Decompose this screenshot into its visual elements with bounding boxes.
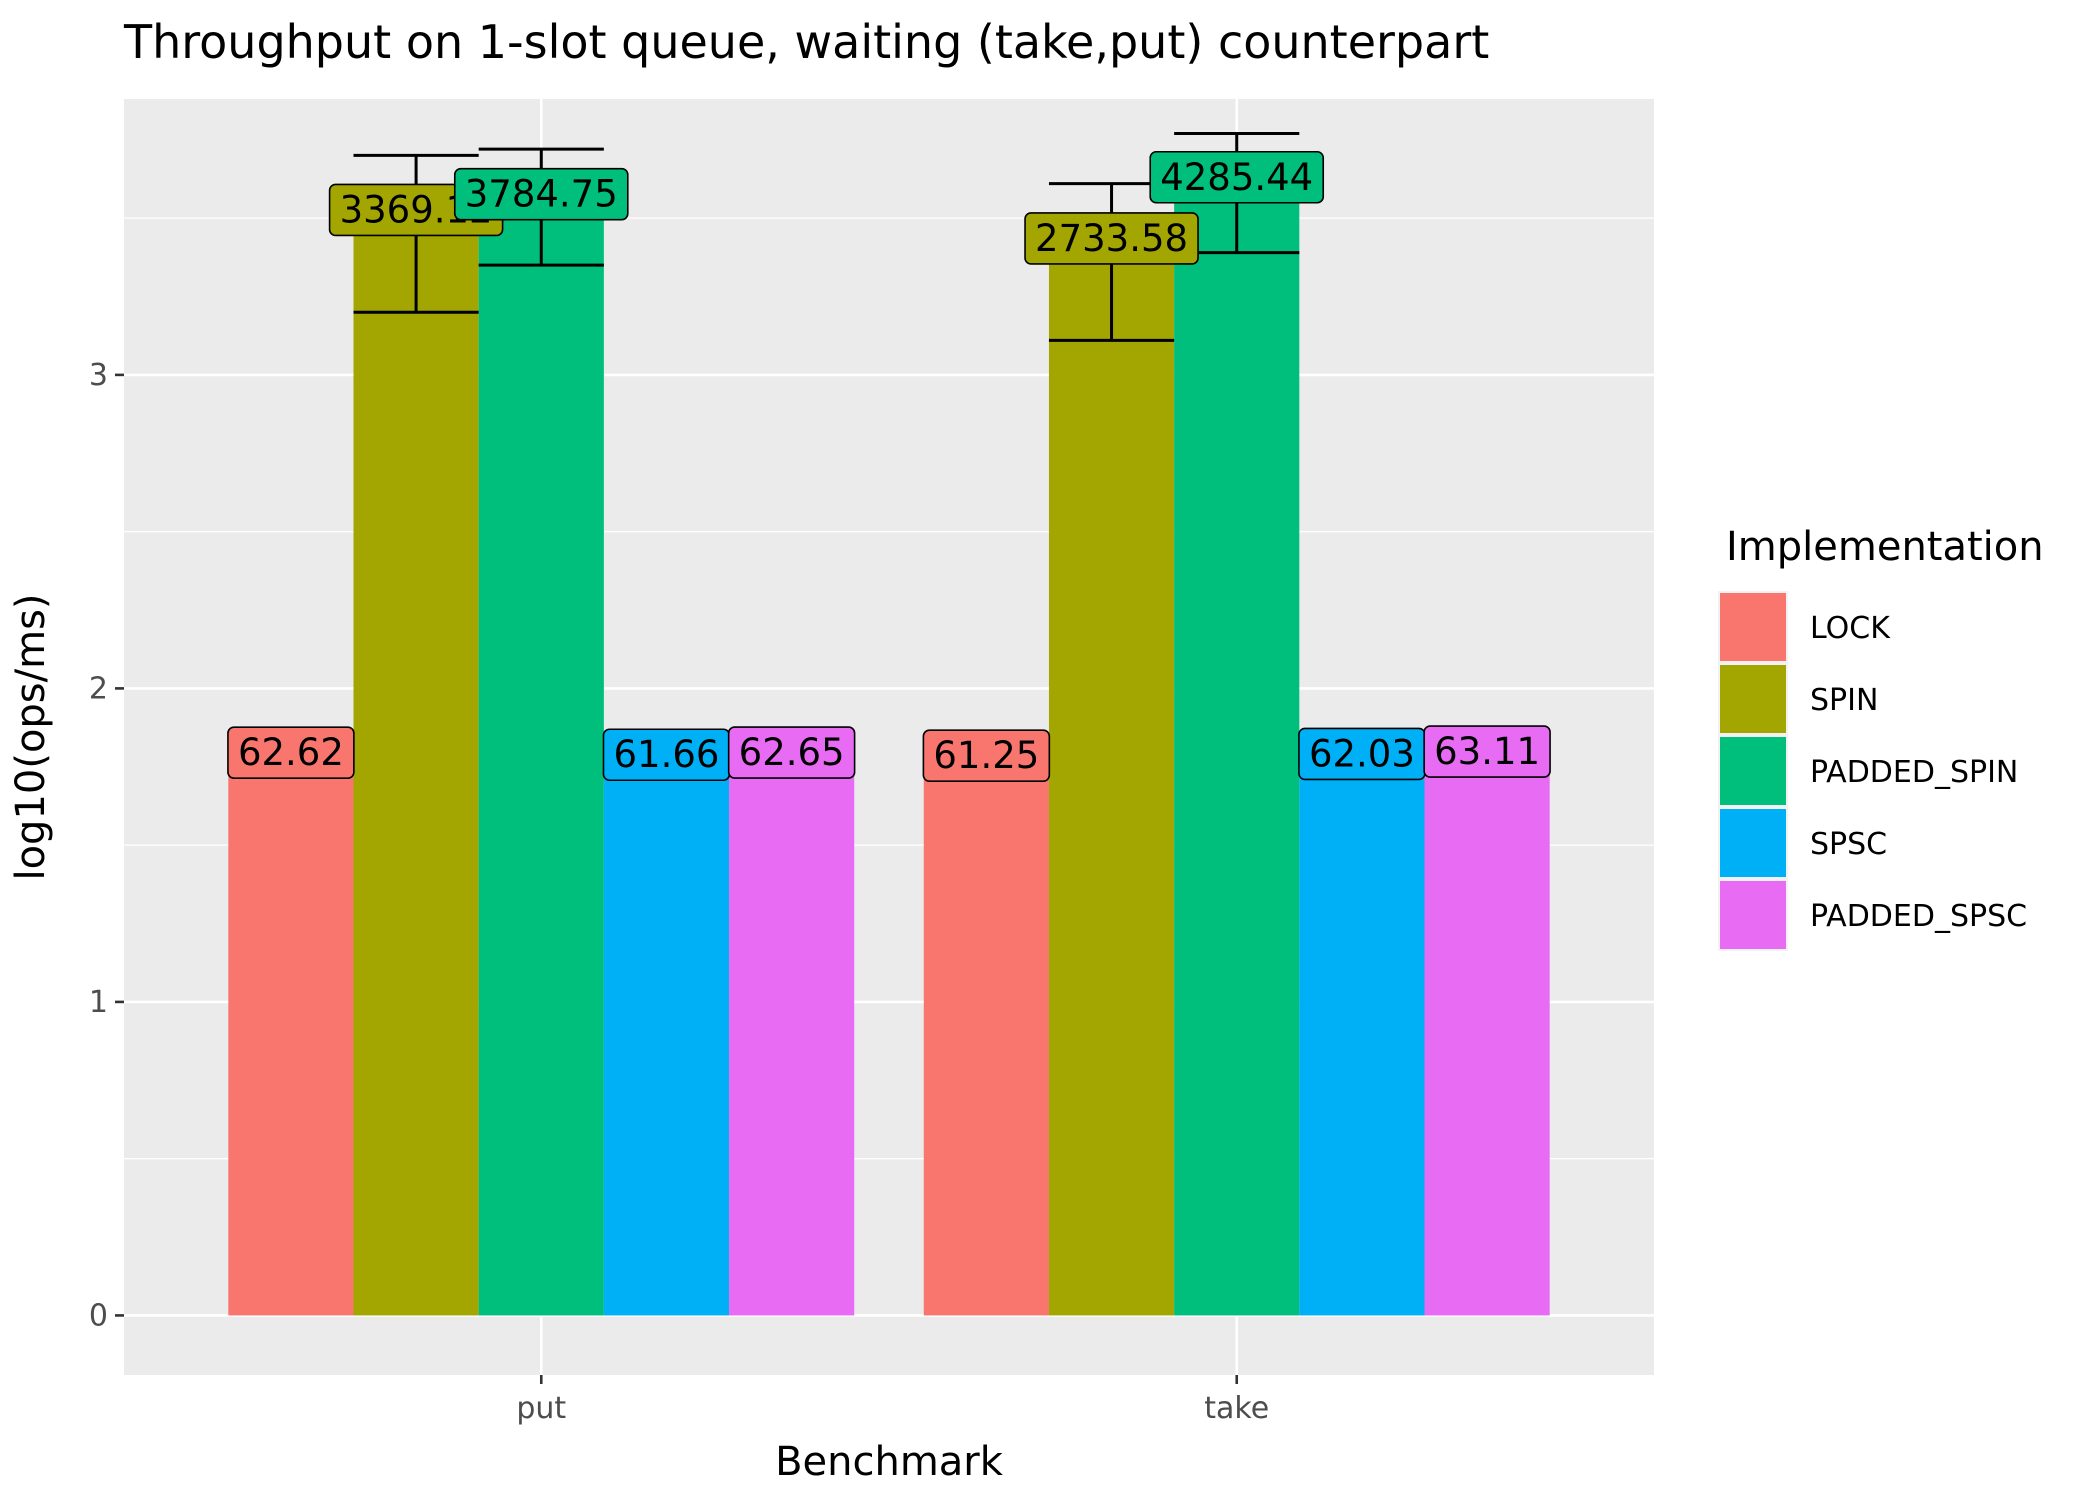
legend: Implementation LOCK SPIN PADDED_SPIN SPSC PA…: [1718, 524, 2044, 951]
legend-label: SPIN: [1810, 683, 1878, 718]
data-label: 2733.58: [1024, 212, 1199, 265]
bar: [1424, 751, 1550, 1316]
data-label-box: [1423, 725, 1551, 778]
bar: [923, 755, 1049, 1316]
data-label: 61.25: [922, 729, 1051, 782]
y-tick-label: 1: [89, 985, 108, 1020]
data-label-box: [227, 726, 355, 779]
legend-key-swatch: [1720, 809, 1786, 877]
bar: [1299, 753, 1425, 1316]
legend-label: SPSC: [1810, 827, 1887, 862]
bar: [603, 754, 730, 1316]
data-label-text: 61.25: [933, 734, 1039, 777]
data-label: 62.03: [1298, 727, 1426, 781]
y-tick-label: 0: [89, 1298, 108, 1333]
bar: [1048, 237, 1175, 1316]
data-label-text: 2733.58: [1035, 217, 1188, 260]
legend-label: PADDED_SPSC: [1810, 899, 2027, 934]
data-label-text: 63.11: [1434, 730, 1540, 773]
data-label-text: 62.03: [1309, 732, 1415, 775]
data-label-text: 62.65: [739, 731, 845, 774]
bar: [228, 752, 354, 1316]
bar: [1174, 176, 1300, 1316]
data-label-box: [453, 167, 629, 221]
axes: 0 1 2 3 put take: [89, 358, 1269, 1426]
data-label: 4285.44: [1149, 150, 1325, 204]
bar: [729, 752, 855, 1316]
data-label-text: 4285.44: [1160, 156, 1313, 199]
legend-key-swatch: [1720, 593, 1786, 661]
data-label: 3784.75: [453, 167, 629, 221]
legend-key-swatch: [1720, 665, 1786, 733]
data-label-box: [727, 726, 856, 779]
data-label: 62.65: [727, 726, 856, 779]
bar: [478, 193, 604, 1316]
y-tick-label: 2: [89, 671, 108, 706]
chart-title: Throughput on 1-slot queue, waiting (tak…: [123, 15, 1489, 69]
legend-key-swatch: [1720, 881, 1786, 949]
legend-title: Implementation: [1726, 524, 2044, 570]
y-axis-title: log10(ops/ms): [8, 593, 54, 880]
data-label-box: [1024, 212, 1199, 265]
x-tick-label: take: [1204, 1391, 1269, 1426]
data-label: 63.11: [1423, 725, 1551, 778]
data-label-box: [922, 729, 1051, 782]
x-tick-label: put: [516, 1391, 566, 1426]
data-label: 61.66: [602, 728, 731, 782]
bars: [228, 176, 1550, 1316]
data-label-text: 3784.75: [465, 173, 618, 216]
x-axis-title: Benchmark: [775, 1439, 1004, 1485]
legend-label: LOCK: [1810, 611, 1891, 646]
y-tick-label: 3: [89, 358, 108, 393]
data-label: 62.62: [227, 726, 355, 779]
legend-key-swatch: [1720, 737, 1786, 805]
legend-label: PADDED_SPIN: [1810, 755, 2018, 790]
data-label-box: [1149, 150, 1325, 204]
data-label-text: 62.62: [238, 731, 344, 774]
bar: [353, 209, 479, 1316]
data-label-text: 61.66: [613, 733, 719, 776]
